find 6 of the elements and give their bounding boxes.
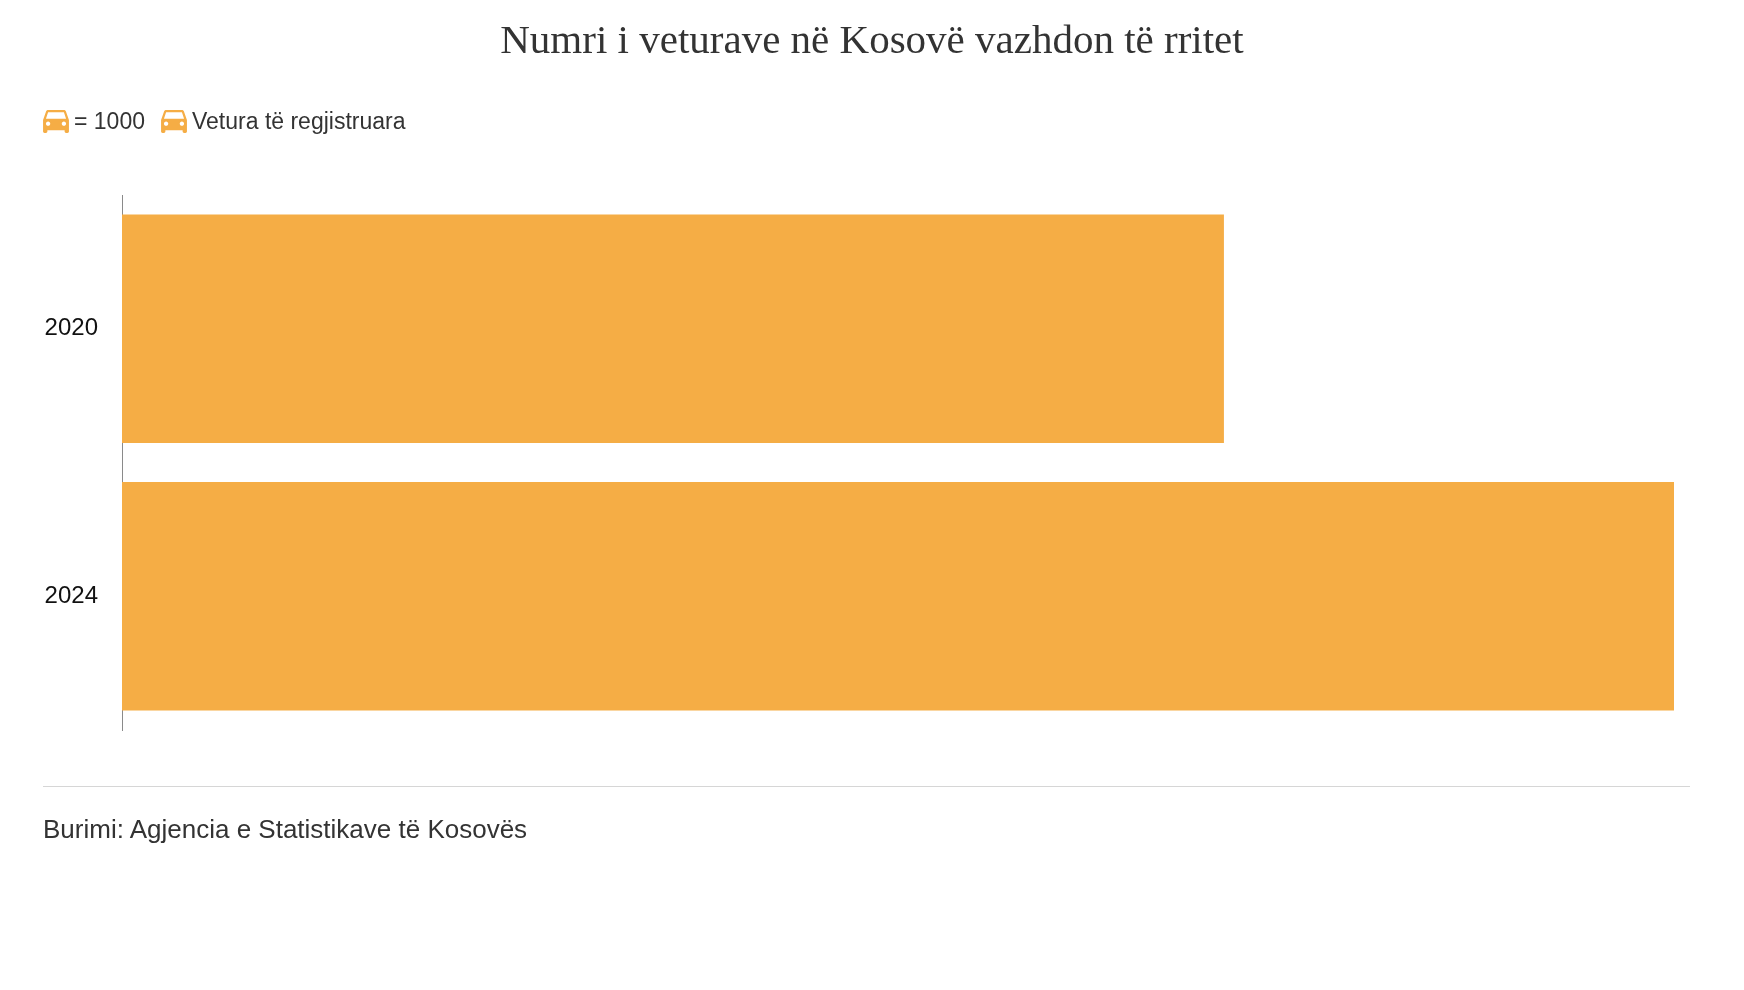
chart-title: Numri i veturave në Kosovë vazhdon të rritet — [499, 15, 1245, 63]
y-tick-label: 2020 — [44, 313, 98, 341]
legend-label: Vetura të regjistruara — [192, 107, 406, 135]
text: Burimi: Agjencia e Statistikave të Kosovës — [43, 813, 528, 846]
y-tick-label: 2024 — [44, 580, 98, 608]
legend-title: = 1000 — [74, 107, 145, 135]
